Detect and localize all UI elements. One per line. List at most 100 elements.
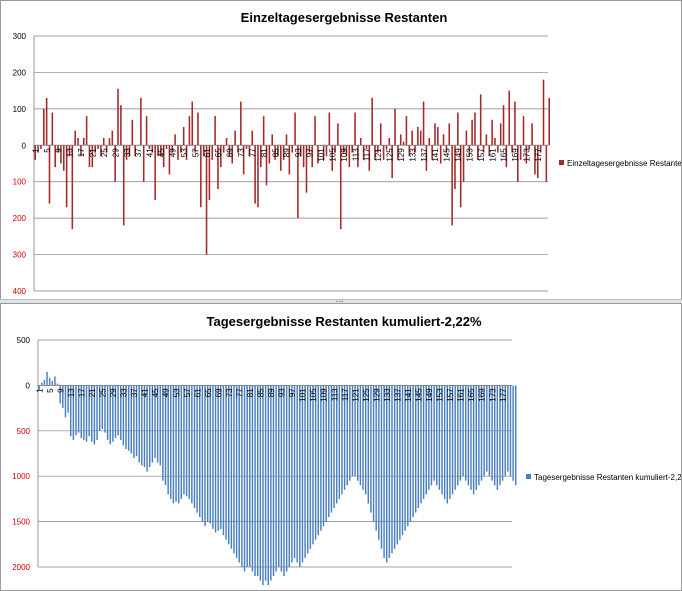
x-tick-label: 173 — [488, 388, 497, 402]
x-tick-label: 5 — [43, 148, 52, 153]
bar — [291, 385, 293, 563]
chart-panel-kumuliert[interactable]: Tagesergebnisse Restanten kumuliert-2,22… — [0, 303, 682, 591]
bar — [75, 385, 77, 436]
x-tick-label: 81 — [246, 388, 255, 397]
bar — [525, 145, 528, 164]
bar — [170, 385, 172, 499]
y-tick-label: 0 — [22, 141, 27, 150]
bar — [483, 385, 485, 477]
bar — [411, 130, 413, 146]
x-tick-label: 9 — [54, 148, 63, 153]
bar — [499, 123, 502, 146]
bar — [404, 385, 406, 531]
x-tick-label: 53 — [172, 388, 181, 397]
bar — [193, 385, 196, 508]
bar — [45, 97, 48, 146]
y-tick-label: 500 — [17, 427, 31, 436]
bar — [262, 385, 264, 586]
bar — [359, 138, 362, 146]
x-tick-label: 141 — [431, 148, 440, 162]
bar — [222, 145, 225, 153]
splitter-grip-icon: ▪▪▪ — [336, 299, 345, 305]
bar — [401, 385, 404, 536]
bar — [130, 385, 133, 454]
bar — [354, 385, 356, 477]
bar — [494, 138, 496, 146]
bar — [48, 378, 51, 386]
y-tick-label: 300 — [13, 251, 27, 260]
bar — [85, 385, 88, 442]
bar — [220, 385, 222, 529]
y-axis: 500 0 500 1000 1500 2000 — [12, 336, 39, 572]
bar — [151, 385, 154, 463]
bar — [370, 385, 372, 513]
bar — [515, 385, 517, 486]
bar — [62, 385, 64, 409]
legend-swatch — [559, 160, 564, 165]
bar — [83, 385, 85, 440]
bar — [212, 385, 214, 529]
bar — [204, 385, 206, 527]
bar — [548, 97, 550, 146]
bar — [67, 385, 69, 413]
bar — [393, 385, 396, 549]
x-tick-label: 41 — [141, 388, 150, 397]
bar — [54, 145, 56, 168]
bar — [320, 385, 322, 531]
bar — [208, 145, 211, 200]
y-tick-label: 400 — [13, 287, 27, 296]
bar — [322, 385, 325, 527]
bar — [246, 385, 248, 567]
chart-panel-einzeltagesergebnisse[interactable]: Einzeltagesergebnisse Restanten 300 200 10… — [0, 0, 682, 300]
y-tick-label: 200 — [13, 214, 27, 223]
einzeltagesergebnisse-chart: Einzeltagesergebnisse Restanten 300 200 10… — [13, 10, 681, 296]
bar — [102, 138, 105, 146]
bar — [477, 145, 479, 160]
bar — [174, 134, 176, 146]
bar — [399, 385, 401, 540]
x-tick-label: 45 — [151, 388, 160, 397]
bar — [117, 385, 119, 436]
bar — [507, 385, 509, 472]
bar — [259, 385, 262, 581]
x-tick-label: 173 — [523, 148, 532, 162]
x-tick-label: 105 — [328, 148, 337, 162]
bar — [475, 385, 477, 490]
bar — [160, 145, 162, 157]
bar — [143, 385, 146, 468]
bar — [465, 130, 468, 146]
bar — [257, 145, 259, 208]
bar — [505, 145, 508, 168]
bar — [243, 385, 246, 572]
bar — [48, 145, 51, 204]
bar — [317, 385, 319, 536]
bar — [106, 385, 109, 440]
bar — [85, 116, 88, 146]
bar — [97, 145, 99, 149]
bar — [183, 385, 185, 495]
bar — [472, 385, 475, 495]
bar — [220, 145, 222, 168]
x-tick-label: 157 — [446, 388, 455, 402]
bar — [417, 127, 419, 146]
bar — [272, 385, 275, 577]
bar — [397, 145, 399, 160]
bar — [496, 385, 499, 490]
x-tick-label: 65 — [204, 388, 213, 397]
bar — [357, 385, 359, 481]
bar — [519, 145, 522, 160]
x-axis: 1 5 9 13 17 21 25 29 33 37 41 45 49 53 57 61 65 69 73 77 81 8… — [35, 385, 512, 402]
bar — [409, 385, 412, 522]
bar — [337, 123, 339, 146]
x-tick-label: 177 — [499, 388, 508, 402]
bar — [512, 385, 514, 481]
bar — [480, 385, 483, 481]
bar — [171, 145, 174, 153]
x-tick-label: 153 — [436, 388, 445, 402]
bar — [217, 145, 219, 189]
x-tick-label: 25 — [99, 388, 108, 397]
bar — [51, 380, 54, 386]
bar — [493, 385, 496, 486]
bar — [301, 385, 304, 563]
bar — [497, 145, 499, 153]
